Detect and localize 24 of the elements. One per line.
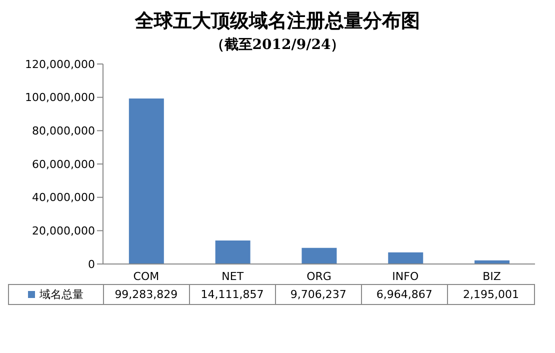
x-tick-label: INFO bbox=[392, 270, 419, 283]
x-tick-label: BIZ bbox=[482, 270, 502, 283]
bar bbox=[302, 248, 337, 264]
bar bbox=[128, 98, 164, 264]
chart-subtitle: （截至2012/9/24） bbox=[209, 36, 346, 54]
data-label: 14,111,857 bbox=[190, 285, 276, 304]
x-tick-label: COM bbox=[133, 270, 160, 283]
data-label: 99,283,829 bbox=[104, 285, 190, 304]
y-tick-label: 40,000,000 bbox=[32, 191, 95, 204]
x-tick-label: NET bbox=[222, 270, 244, 283]
legend-label: 域名总量 bbox=[39, 287, 84, 302]
chart-title: 全球五大顶级域名注册总量分布图 bbox=[134, 9, 421, 34]
data-label: 9,706,237 bbox=[276, 285, 362, 304]
x-tick-label: ORG bbox=[306, 270, 332, 283]
y-tick-label: 120,000,000 bbox=[25, 58, 95, 71]
y-tick-label: 80,000,000 bbox=[32, 124, 95, 138]
data-label: 6,964,867 bbox=[362, 285, 448, 304]
bar bbox=[388, 252, 424, 264]
data-label: 2,195,001 bbox=[462, 287, 520, 303]
y-tick-label: 0 bbox=[88, 258, 95, 271]
bar bbox=[215, 240, 250, 264]
y-tick-label: 20,000,000 bbox=[32, 224, 95, 238]
y-tick-label: 100,000,000 bbox=[25, 91, 95, 104]
y-tick-label: 60,000,000 bbox=[32, 158, 95, 171]
